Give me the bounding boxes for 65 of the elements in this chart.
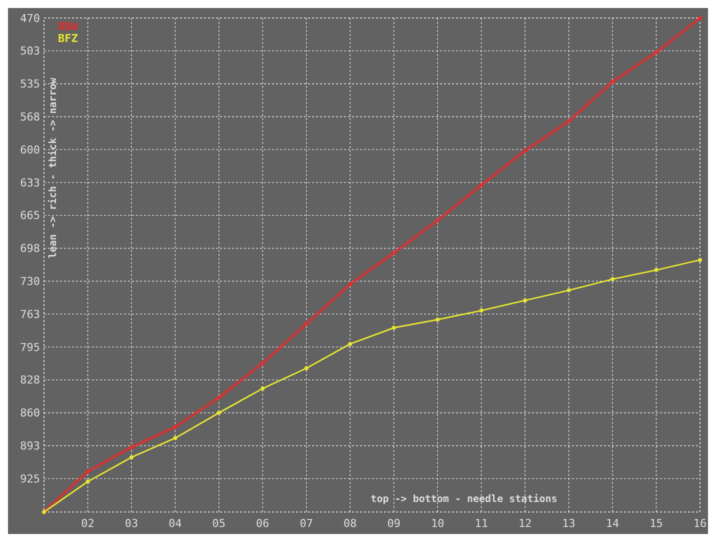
point <box>348 342 352 346</box>
y-tick-label: 925 <box>20 472 40 486</box>
x-tick-label: 09 <box>387 517 400 530</box>
y-tick-label: 763 <box>20 308 40 321</box>
x-tick-label: 04 <box>168 517 182 530</box>
point <box>698 258 702 262</box>
point <box>392 250 396 255</box>
point <box>436 318 440 322</box>
y-tick-label: 730 <box>20 275 40 288</box>
point <box>479 308 484 313</box>
x-tick-label: 14 <box>606 517 620 530</box>
point <box>654 268 658 272</box>
x-tick-label: 12 <box>518 517 532 530</box>
y-tick-label: 503 <box>20 44 40 58</box>
y-tick-label: 828 <box>20 374 40 387</box>
line-series <box>42 16 702 514</box>
point <box>698 16 702 20</box>
point <box>260 386 265 390</box>
point <box>173 436 178 440</box>
point <box>260 361 265 366</box>
point <box>566 288 571 292</box>
y-axis-title: lean -> rich - thick -> narrow <box>47 76 59 258</box>
x-tick-label: 08 <box>344 517 357 530</box>
x-tick-label: 15 <box>650 517 663 530</box>
point <box>86 470 90 474</box>
text: BFZ <box>58 32 78 45</box>
x-tick-label: 07 <box>300 517 314 530</box>
point <box>392 326 396 330</box>
point <box>86 480 90 484</box>
x-tick-label: 10 <box>430 517 444 530</box>
point <box>479 183 484 188</box>
point <box>129 455 134 460</box>
y-tick-label: 860 <box>20 406 40 420</box>
point <box>216 410 221 415</box>
point <box>304 322 308 326</box>
point <box>129 445 134 450</box>
point <box>348 282 352 286</box>
y-tick-label: 665 <box>20 209 40 222</box>
y-tick-label: 698 <box>20 242 40 256</box>
point <box>304 366 308 370</box>
x-tick-label: 16 <box>693 517 707 530</box>
x-tick-label: 03 <box>124 517 138 530</box>
point <box>216 396 221 400</box>
x-tick-label: 02 <box>81 517 94 530</box>
point <box>654 50 658 54</box>
y-tick-label: 470 <box>20 12 40 25</box>
point <box>173 424 178 429</box>
y-tick-label: 600 <box>20 143 40 156</box>
point <box>523 298 528 302</box>
text: BBW <box>58 20 78 33</box>
point <box>610 80 615 84</box>
x-tick-label: 05 <box>212 517 226 530</box>
point <box>610 277 615 282</box>
point <box>436 218 440 222</box>
point <box>523 148 528 153</box>
point <box>566 119 571 124</box>
y-tick-label: 795 <box>20 340 40 354</box>
y-tick-label: 893 <box>20 440 40 453</box>
x-tick-label: 13 <box>562 517 576 530</box>
x-axis-title: top -> bottom - needle stations <box>370 493 558 505</box>
y-tick-label: 568 <box>20 110 40 124</box>
x-tick-label: 11 <box>474 517 488 530</box>
x-tick-label: 06 <box>256 517 270 530</box>
y-tick-label: 633 <box>20 176 40 190</box>
y-tick-label: 535 <box>20 78 40 91</box>
